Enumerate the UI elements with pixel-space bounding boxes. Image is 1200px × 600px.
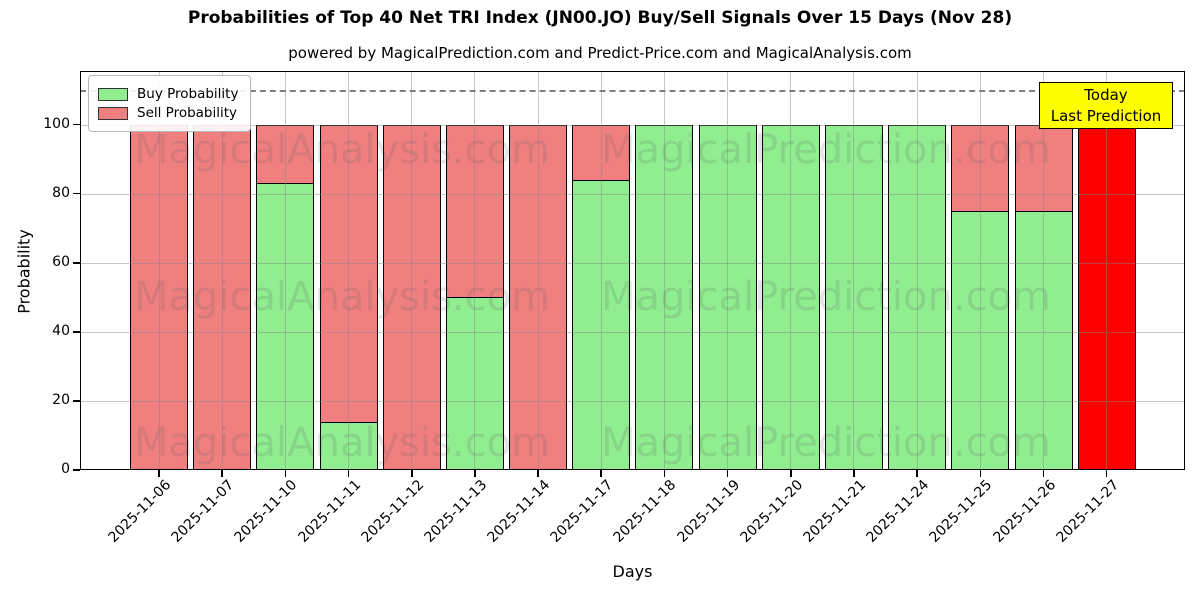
buy-color-swatch xyxy=(98,87,128,101)
x-tick-2025-11-21 xyxy=(853,470,855,477)
legend-label-sell: Sell Probability xyxy=(137,105,238,121)
h-gridline-100 xyxy=(80,124,1185,126)
v-gridline-2025-11-07 xyxy=(221,71,223,470)
bar-2025-11-11-buy xyxy=(319,421,378,470)
y-tick-label-100: 100 xyxy=(43,115,70,132)
h-gridline-40 xyxy=(80,331,1185,333)
v-gridline-2025-11-20 xyxy=(790,71,792,470)
x-tick-2025-11-06 xyxy=(158,470,160,477)
x-tick-2025-11-11 xyxy=(347,470,350,477)
bar-2025-11-20-buy xyxy=(761,124,820,470)
x-tick-2025-11-14 xyxy=(537,470,539,477)
bar-2025-11-10-sell xyxy=(256,124,315,184)
v-gridline-2025-11-14 xyxy=(537,71,539,470)
v-gridline-2025-11-17 xyxy=(600,71,602,470)
x-tick-2025-11-12 xyxy=(410,470,413,477)
x-tick-2025-11-24 xyxy=(916,470,918,477)
bar-2025-11-26-sell xyxy=(1014,124,1073,211)
bar-2025-11-17-sell xyxy=(572,124,631,180)
v-gridline-2025-11-13 xyxy=(474,71,476,470)
y-tick-label-40: 40 xyxy=(52,322,70,339)
y-tick-label-60: 60 xyxy=(52,253,70,270)
v-gridline-2025-11-24 xyxy=(916,71,918,470)
x-axis-label: Days xyxy=(612,562,653,581)
bar-2025-11-21-buy xyxy=(824,124,883,470)
bar-2025-11-27-today xyxy=(1077,124,1136,470)
v-gridline-2025-11-10 xyxy=(284,71,286,470)
v-gridline-2025-11-26 xyxy=(1043,71,1045,470)
x-tick-2025-11-19 xyxy=(726,470,729,477)
y-tick-80 xyxy=(73,192,80,195)
x-tick-2025-11-20 xyxy=(790,470,792,477)
v-gridline-2025-11-21 xyxy=(853,71,855,470)
chart-subtitle: powered by MagicalPrediction.com and Pre… xyxy=(288,44,912,62)
v-gridline-2025-11-25 xyxy=(979,71,981,470)
x-tick-2025-11-13 xyxy=(474,470,476,477)
y-tick-label-80: 80 xyxy=(52,184,70,201)
y-axis-label: Probability xyxy=(14,229,34,314)
x-tick-2025-11-26 xyxy=(1042,470,1045,477)
x-tick-2025-11-10 xyxy=(284,470,287,477)
bar-2025-11-18-buy xyxy=(635,124,694,470)
v-gridline-2025-11-19 xyxy=(727,71,729,470)
legend-item-buy: Buy Probability xyxy=(98,86,238,102)
y-tick-0 xyxy=(73,469,80,471)
h-gridline-60 xyxy=(80,262,1185,264)
legend-label-buy: Buy Probability xyxy=(137,86,239,102)
bar-2025-11-24-buy xyxy=(888,124,947,470)
v-gridline-2025-11-27 xyxy=(1106,71,1108,470)
bar-2025-11-11-sell xyxy=(319,124,378,422)
x-tick-2025-11-17 xyxy=(600,470,603,477)
bar-2025-11-14-sell xyxy=(509,124,568,470)
y-tick-60 xyxy=(73,261,80,264)
threshold-dashed-line xyxy=(80,90,1185,92)
chart-title: Probabilities of Top 40 Net TRI Index (J… xyxy=(187,8,1013,28)
bar-2025-11-25-sell xyxy=(951,124,1010,211)
bar-2025-11-19-buy xyxy=(698,124,757,470)
sell-color-swatch xyxy=(98,106,128,120)
bar-2025-11-13-sell xyxy=(445,124,504,298)
bar-2025-11-12-sell xyxy=(382,124,441,470)
x-tick-2025-11-25 xyxy=(979,470,982,477)
legend: Buy Probability Sell Probability xyxy=(88,75,252,132)
bar-2025-11-17-buy xyxy=(572,179,631,470)
bar-2025-11-25-buy xyxy=(951,210,1010,470)
v-gridline-2025-11-18 xyxy=(663,71,665,470)
x-tick-2025-11-27 xyxy=(1105,470,1108,477)
legend-item-sell: Sell Probability xyxy=(98,105,238,121)
today-annotation-box: Today Last Prediction xyxy=(1039,82,1173,129)
v-gridline-2025-11-12 xyxy=(411,71,413,470)
today-annotation-line2: Last Prediction xyxy=(1050,106,1162,125)
y-tick-100 xyxy=(73,123,80,126)
v-gridline-2025-11-06 xyxy=(158,71,160,470)
y-tick-label-0: 0 xyxy=(61,461,70,477)
h-gridline-80 xyxy=(80,193,1185,195)
bar-2025-11-06-sell xyxy=(130,124,188,470)
y-tick-40 xyxy=(73,331,80,333)
x-tick-2025-11-07 xyxy=(221,470,223,477)
x-tick-label-2025-11-06: 2025-11-06 xyxy=(105,477,175,546)
y-tick-label-20: 20 xyxy=(52,391,70,408)
today-annotation-line1: Today xyxy=(1084,85,1128,104)
bar-2025-11-26-buy xyxy=(1014,210,1073,470)
y-tick-20 xyxy=(73,400,80,402)
bar-2025-11-07-sell xyxy=(193,124,252,470)
x-tick-2025-11-18 xyxy=(663,470,666,477)
v-gridline-2025-11-11 xyxy=(348,71,350,470)
h-gridline-20 xyxy=(80,400,1185,402)
